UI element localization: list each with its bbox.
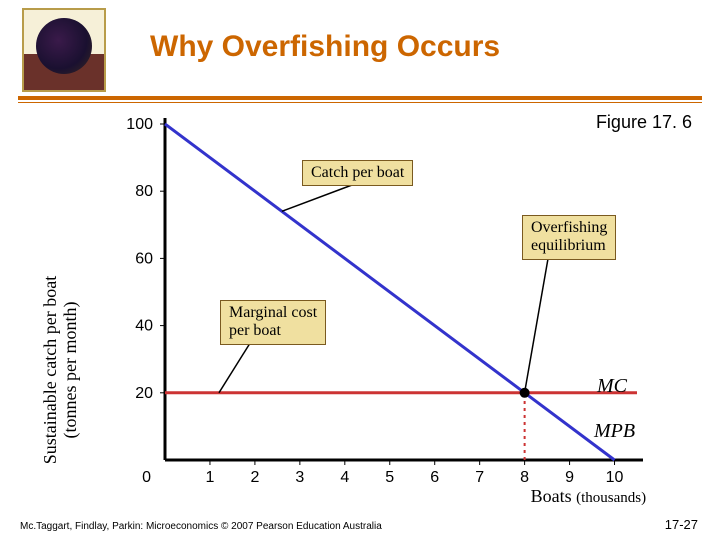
- chart-area: 20406080100123456789100 Catch per boat O…: [52, 110, 672, 490]
- callout-overfishing-equilibrium: Overfishing equilibrium: [522, 215, 616, 260]
- svg-text:9: 9: [565, 469, 574, 486]
- svg-text:4: 4: [340, 469, 349, 486]
- title-rule-thick: [18, 96, 702, 100]
- footer-citation: Mc.Taggart, Findlay, Parkin: Microeconom…: [20, 521, 382, 532]
- x-axis-label-paren: (thousands): [576, 490, 646, 506]
- slide: Why Overfishing Occurs Figure 17. 6 Sust…: [0, 0, 720, 540]
- mpb-curve-label: MPB: [594, 420, 635, 443]
- slide-title: Why Overfishing Occurs: [150, 30, 500, 64]
- svg-text:8: 8: [520, 469, 529, 486]
- svg-text:20: 20: [135, 385, 153, 402]
- svg-text:1: 1: [205, 469, 214, 486]
- logo-icon: [24, 10, 104, 90]
- callout-overfishing-l2: equilibrium: [531, 237, 606, 254]
- svg-text:5: 5: [385, 469, 394, 486]
- svg-text:2: 2: [250, 469, 259, 486]
- svg-text:3: 3: [295, 469, 304, 486]
- svg-text:100: 100: [126, 116, 153, 133]
- callout-marginal-cost: Marginal cost per boat: [220, 300, 326, 345]
- svg-text:40: 40: [135, 318, 153, 335]
- svg-text:60: 60: [135, 250, 153, 267]
- callout-mcost-l2: per boat: [229, 322, 281, 339]
- svg-text:10: 10: [606, 469, 624, 486]
- title-rule-thin: [18, 102, 702, 103]
- callout-overfishing-l1: Overfishing: [531, 219, 607, 236]
- callout-catch-per-boat: Catch per boat: [302, 160, 413, 186]
- svg-text:80: 80: [135, 183, 153, 200]
- svg-text:0: 0: [142, 469, 151, 486]
- svg-text:6: 6: [430, 469, 439, 486]
- x-axis-label: Boats (thousands): [531, 486, 647, 507]
- logo-circle-icon: [36, 18, 92, 74]
- x-axis-label-main: Boats: [531, 486, 572, 506]
- svg-text:7: 7: [475, 469, 484, 486]
- mc-curve-label: MC: [597, 375, 627, 398]
- page-number: 17-27: [665, 517, 698, 532]
- callout-mcost-l1: Marginal cost: [229, 304, 317, 321]
